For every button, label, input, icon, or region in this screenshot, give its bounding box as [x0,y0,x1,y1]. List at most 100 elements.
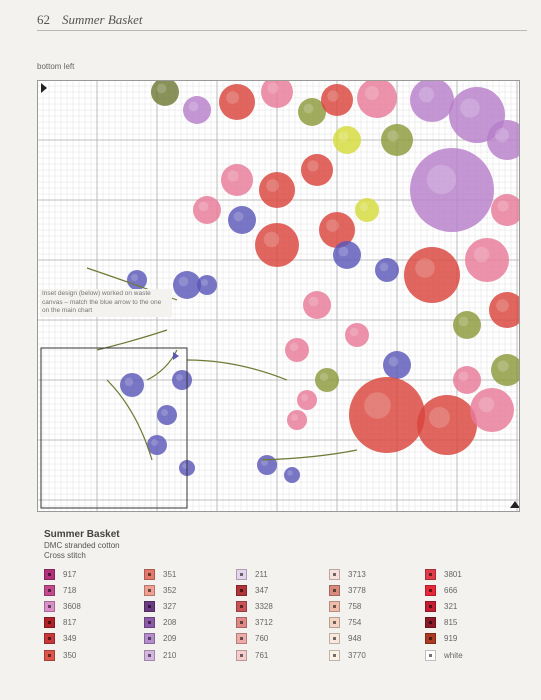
key-item: 350 [44,647,81,663]
thread-code: 3770 [348,650,366,660]
motif-patch [298,98,326,126]
stem-line [106,379,153,461]
key-item: 758 [329,598,366,614]
thread-code: 327 [163,601,177,611]
motif-patch [453,311,481,339]
motif-highlight [263,231,280,248]
chart-grid [37,80,520,512]
thread-code: 352 [163,585,177,595]
thread-code: 210 [163,650,177,660]
key-item: 327 [144,598,176,614]
motif-patch [259,172,295,208]
motif-patch [147,435,167,455]
motif-highlight [359,202,369,212]
motif-patch [193,196,221,224]
key-item: 351 [144,566,176,582]
stem-line [146,349,178,381]
motif-highlight [497,360,509,372]
motif-highlight [307,160,319,172]
motif-highlight [267,82,279,94]
motif-highlight [266,179,279,192]
motif-highlight [415,258,435,278]
color-swatch [329,568,340,580]
thread-code: 211 [255,569,268,579]
stem-line [186,359,288,381]
thread-code: 948 [348,634,362,644]
key-item: 948 [329,631,366,647]
motif-patch [127,270,147,290]
thread-code: 347 [255,585,269,595]
motif-highlight [227,170,239,182]
motif-patch [487,120,520,160]
motif-highlight [289,342,299,352]
motif-patch [284,467,300,483]
motif-highlight [327,90,339,102]
key-item: white [425,647,463,663]
color-swatch [425,633,436,645]
motif-patch [383,351,411,379]
thread-code: 758 [348,601,362,611]
key-item: 3608 [44,598,81,614]
motif-highlight [124,377,134,387]
thread-code: 817 [63,618,77,628]
thread-code: 209 [163,634,177,644]
motif-highlight [326,219,339,232]
thread-code: 351 [163,569,177,579]
stem-line [261,449,358,461]
motif-highlight [458,371,469,382]
color-swatch [329,600,340,612]
motif-patch [355,198,379,222]
key-item: 3712 [236,615,273,631]
thread-code: 3712 [255,618,273,628]
thread-code: 917 [63,569,77,579]
key-column: 351 352 327 208 209 210 [144,566,176,663]
motif-patch [219,84,255,120]
motif-patch [285,338,309,362]
motif-patch [321,84,353,116]
key-item: 3770 [329,647,366,663]
motif-patch [297,390,317,410]
thread-code: 3778 [348,585,366,595]
key-item: 352 [144,582,176,598]
key-item: 3328 [236,598,273,614]
thread-code: 666 [444,585,458,595]
motif-highlight [261,459,268,466]
motif-patch [417,395,477,455]
color-swatch [144,600,155,612]
key-title: Summer Basket [44,529,120,540]
chart-section-label: bottom left [37,62,75,71]
motif-patch [319,212,355,248]
motif-highlight [188,101,199,112]
color-swatch [329,633,340,645]
thread-code: 350 [63,650,77,660]
motif-patch [120,373,144,397]
page-header: 62 Summer Basket [37,10,527,30]
motif-highlight [161,409,168,416]
thread-code: 3328 [255,601,273,611]
thread-code: white [444,650,463,660]
motif-patch [197,275,217,295]
motif-patch [228,206,256,234]
key-item: 3713 [329,566,366,582]
motif-highlight [156,83,167,94]
motif-highlight [458,316,469,327]
color-swatch [44,600,55,612]
motif-patch [301,154,333,186]
thread-code: 3608 [63,601,81,611]
motif-highlight [226,91,239,104]
color-swatch [425,617,436,629]
color-swatch [144,568,155,580]
motif-highlight [426,164,457,195]
key-item: 321 [425,598,463,614]
motif-patch [470,388,514,432]
color-swatch [44,568,55,580]
key-column: 211 347 3328 3712 760 761 [236,566,273,663]
motif-highlight [301,394,308,401]
color-swatch [44,617,55,629]
motif-patch [221,164,253,196]
color-swatch [425,649,436,661]
motif-patch [315,368,339,392]
inset-box [40,347,188,509]
color-swatch [44,649,55,661]
key-thread: DMC stranded cotton [44,541,120,550]
